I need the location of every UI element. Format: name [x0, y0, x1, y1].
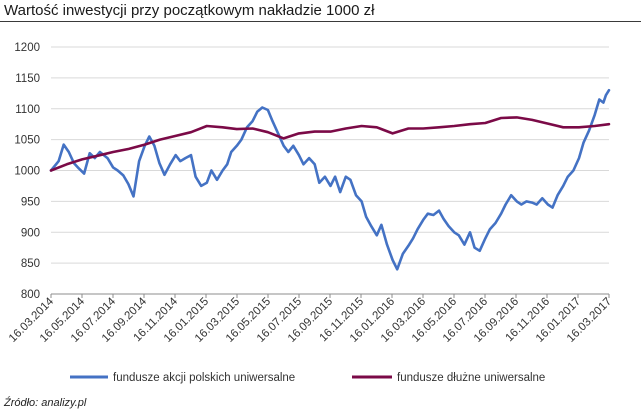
y-tick-label: 850	[21, 258, 40, 270]
page-title: Wartość inwestycji przy początkowym nakł…	[4, 2, 375, 19]
y-tick-label: 1100	[15, 104, 40, 116]
y-tick-label: 1200	[14, 42, 40, 54]
title-divider	[0, 21, 641, 22]
axis-layer: 8008509009501000105011001150120016.03.20…	[7, 42, 614, 345]
series-line-equity-funds	[49, 88, 611, 271]
y-tick-label: 800	[21, 289, 40, 301]
y-tick-label: 1050	[14, 135, 40, 147]
y-tick-label: 1000	[14, 166, 40, 178]
legend-label-debt-funds: fundusze dłużne uniwersalne	[397, 372, 545, 384]
legend-label-equity-funds: fundusze akcji polskich uniwersalne	[113, 372, 295, 384]
y-tick-label: 950	[21, 196, 40, 208]
legend: fundusze akcji polskich uniwersalne fundu…	[70, 372, 545, 384]
y-tick-label: 900	[21, 227, 40, 239]
series-layer	[49, 88, 611, 271]
y-tick-label: 1150	[15, 73, 40, 85]
source-note: Źródło: analizy.pl	[4, 397, 87, 409]
grid-layer	[51, 46, 609, 295]
series-line-debt-funds	[49, 116, 611, 172]
